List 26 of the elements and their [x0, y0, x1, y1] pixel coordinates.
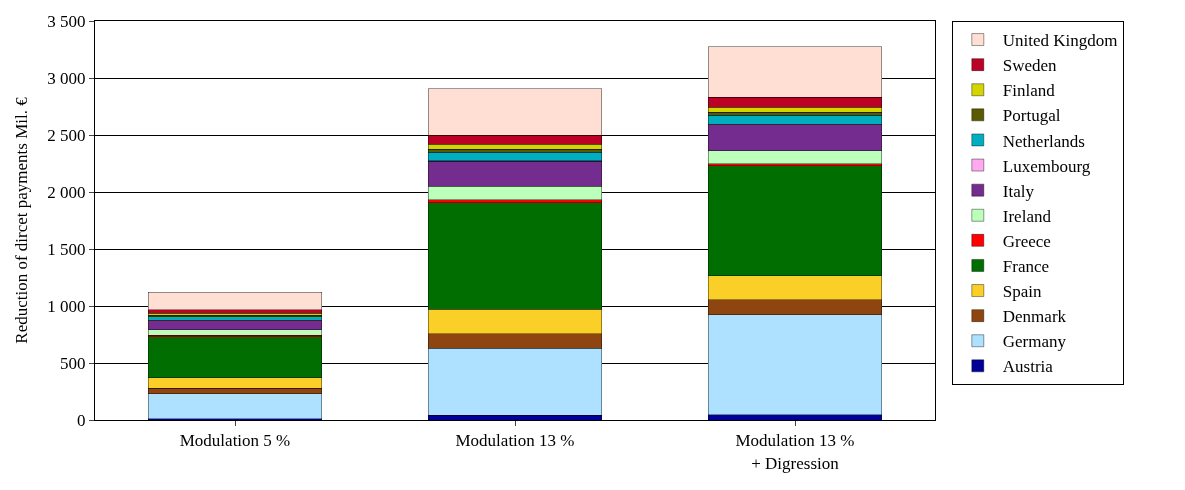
legend-label: Ireland	[1002, 206, 1052, 226]
y-tick-label: 500	[60, 353, 86, 373]
legend-label: Spain	[1002, 282, 1043, 302]
legend-label: France	[1002, 257, 1050, 277]
legend-label: Austria	[1002, 357, 1054, 377]
legend-label: Greece	[1002, 231, 1051, 251]
x-tick-label: Modulation 13 %	[455, 431, 575, 451]
y-tick-label: 3 000	[47, 68, 86, 88]
legend-label: Netherlands	[1002, 131, 1085, 151]
y-tick-label: 1 000	[47, 296, 86, 316]
y-tick-label: 3 500	[47, 11, 86, 31]
x-tick-label: Modulation 5 %	[179, 431, 291, 451]
legend-label: United Kingdom	[1002, 31, 1118, 51]
legend-label: Italy	[1002, 181, 1035, 201]
legend-label: Denmark	[1002, 307, 1067, 327]
y-axis-title: Reduction of dircet payments Mil. €	[11, 96, 31, 344]
legend-label: Germany	[1002, 332, 1067, 352]
legend-label: Luxembourg	[1002, 156, 1091, 176]
y-tick-label: 2 500	[47, 125, 86, 145]
legend-label: Portugal	[1002, 106, 1061, 126]
y-tick-label: 2 000	[47, 182, 86, 202]
y-tick-label: 1 500	[47, 239, 86, 259]
x-tick-label: Modulation 13 % + Digression	[735, 431, 855, 473]
y-tick-label: 0	[77, 410, 86, 430]
legend-label: Sweden	[1002, 56, 1058, 76]
legend-label: Finland	[1002, 81, 1056, 101]
